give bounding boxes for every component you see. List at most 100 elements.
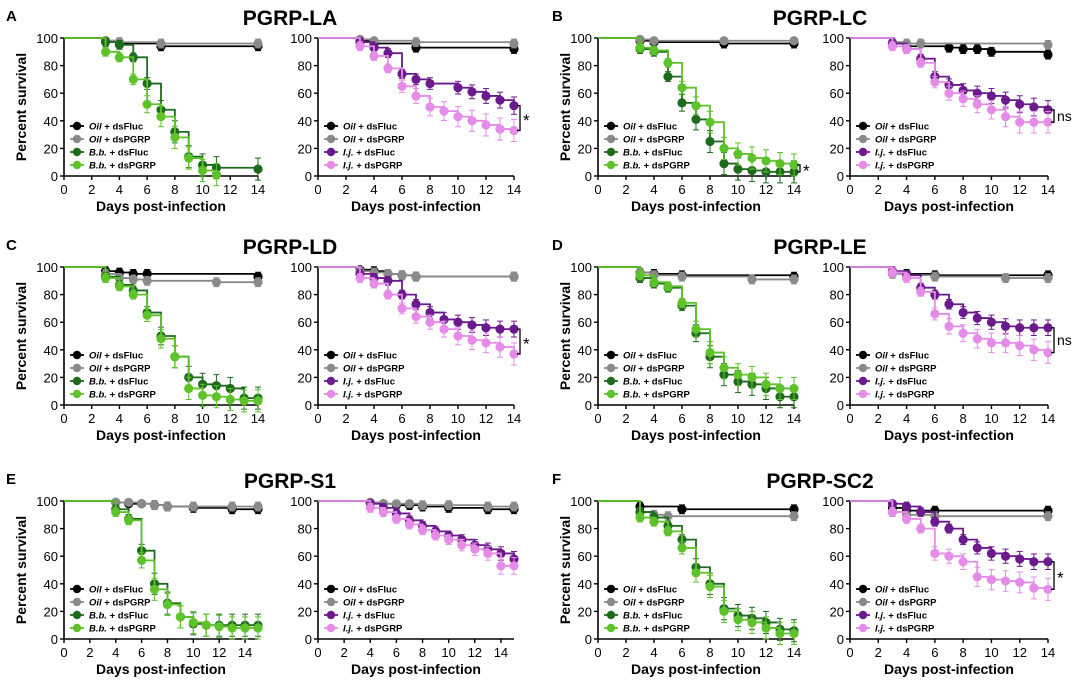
series	[64, 266, 263, 288]
legend-marker	[326, 623, 336, 633]
legend-marker	[326, 597, 336, 607]
data-point	[142, 99, 152, 109]
x-tick-label: 6	[678, 645, 685, 660]
data-point	[369, 51, 379, 61]
data-point	[425, 78, 435, 89]
data-point	[378, 507, 388, 517]
data-point	[944, 88, 954, 98]
y-tick-label: 20	[578, 141, 592, 156]
data-point	[470, 544, 480, 554]
data-point	[417, 525, 428, 535]
legend-label: B.b. + dsFluc	[623, 377, 682, 388]
x-tick-label: 10	[731, 645, 745, 660]
data-point	[958, 328, 968, 338]
series	[318, 34, 519, 49]
x-tick-label: 10	[186, 645, 200, 660]
data-point	[425, 102, 435, 112]
data-point	[663, 511, 673, 521]
x-tick-label: 2	[88, 182, 95, 197]
y-tick-label: 40	[44, 114, 58, 129]
data-point	[972, 572, 982, 582]
data-point	[397, 81, 407, 91]
y-tick-label: 20	[44, 141, 58, 156]
x-tick-label: 12	[759, 645, 773, 660]
data-point	[1043, 40, 1053, 50]
y-tick-label: 0	[585, 632, 592, 647]
data-point	[439, 324, 449, 334]
significance-label: *	[803, 161, 810, 180]
x-tick-label: 0	[594, 182, 601, 197]
x-tick-label: 6	[931, 411, 938, 426]
legend-label: B.b. + dsFluc	[623, 148, 682, 159]
data-point	[425, 317, 435, 327]
data-point	[391, 514, 401, 524]
data-point	[509, 324, 519, 334]
data-point	[677, 543, 687, 553]
series-line	[64, 266, 259, 277]
data-point	[747, 165, 757, 176]
y-tick-label: 20	[44, 604, 58, 619]
legend-marker	[72, 363, 82, 373]
legend-label: B.b. + dsPGRP	[623, 390, 690, 401]
significance-label: ns	[1057, 332, 1072, 348]
data-point	[901, 273, 912, 283]
legend-marker	[326, 121, 336, 131]
x-tick-label: 4	[903, 182, 910, 197]
data-point	[137, 499, 147, 509]
x-tick-label: 6	[144, 182, 151, 197]
significance-bracket	[1051, 109, 1055, 123]
y-tick-label: 20	[298, 604, 312, 619]
data-point	[411, 74, 421, 84]
x-tick-label: 6	[144, 411, 151, 426]
y-tick-label: 60	[44, 86, 58, 101]
data-point	[170, 132, 180, 142]
y-tick-label: 80	[830, 522, 844, 537]
data-point	[944, 524, 954, 534]
y-tick-label: 100	[290, 260, 312, 275]
y-tick-label: 100	[36, 31, 58, 46]
data-point	[663, 58, 673, 68]
legend-marker	[72, 389, 82, 399]
x-tick-label: 14	[1041, 411, 1055, 426]
data-point	[649, 517, 659, 527]
data-point	[677, 83, 687, 93]
data-point	[383, 63, 393, 73]
y-tick-label: 0	[51, 632, 58, 647]
data-point	[509, 125, 519, 136]
data-point	[944, 299, 954, 309]
y-tick-label: 20	[298, 141, 312, 156]
data-point	[239, 396, 249, 406]
data-point	[705, 347, 715, 358]
chart: 0 20 40 60 80 100 0 2 4 6 8 10 12 14 Days post-infecti…	[570, 31, 810, 214]
data-point	[111, 507, 121, 517]
x-axis-label: Days post-infection	[351, 427, 481, 443]
legend-label: B.b. + dsPGRP	[623, 161, 690, 172]
data-point	[789, 383, 799, 394]
series-line	[850, 266, 1048, 279]
x-tick-label: 2	[342, 411, 349, 426]
x-tick-label: 4	[367, 645, 374, 660]
x-axis-label: Days post-infection	[96, 198, 226, 214]
x-axis-label: Days post-infection	[96, 661, 226, 677]
x-tick-label: 6	[678, 182, 685, 197]
data-point	[253, 623, 263, 633]
data-point	[705, 581, 715, 592]
data-point	[142, 310, 152, 320]
x-tick-label: 2	[622, 645, 629, 660]
data-point	[761, 156, 771, 166]
chart: 0 20 40 60 80 100 0 2 4 6 8 10 12 14 Days post-infecti…	[570, 260, 801, 443]
data-point	[944, 43, 954, 53]
legend-marker	[858, 147, 868, 157]
data-point	[1000, 338, 1011, 348]
data-point	[495, 124, 505, 134]
significance-bracket	[1051, 327, 1055, 354]
data-point	[114, 281, 125, 291]
data-point	[1043, 49, 1053, 60]
x-tick-label: 6	[678, 411, 685, 426]
x-tick-label: 8	[171, 411, 178, 426]
x-axis-label: Days post-infection	[884, 661, 1014, 677]
legend-marker	[326, 389, 336, 399]
data-point	[1029, 345, 1039, 355]
data-point	[1043, 511, 1053, 521]
